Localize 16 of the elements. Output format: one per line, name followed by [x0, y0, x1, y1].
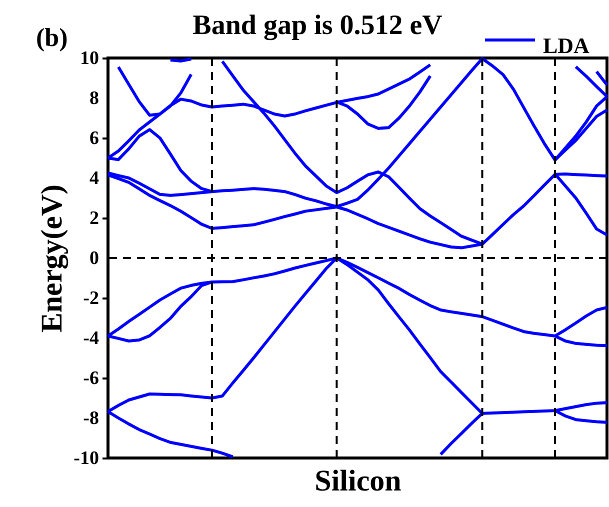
- y-tick-label: 8: [90, 88, 99, 109]
- y-axis-title: Energy(eV): [36, 184, 68, 333]
- legend-label: LDA: [543, 33, 590, 58]
- y-tick-label: -10: [74, 448, 99, 469]
- y-tick-label: 2: [90, 208, 99, 229]
- y-tick-label: -4: [83, 328, 100, 349]
- y-tick-label: 6: [90, 128, 99, 149]
- y-tick-label: 0: [90, 248, 99, 269]
- y-tick-label: -6: [83, 368, 99, 389]
- y-tick-label: -2: [83, 288, 99, 309]
- y-tick-label: 10: [80, 48, 99, 69]
- text: (b): [36, 23, 68, 52]
- y-tick-label: 4: [90, 168, 100, 189]
- x-axis-title: Silicon: [314, 464, 402, 498]
- y-tick-label: -8: [83, 408, 99, 429]
- chart-title: Band gap is 0.512 eV: [192, 10, 442, 41]
